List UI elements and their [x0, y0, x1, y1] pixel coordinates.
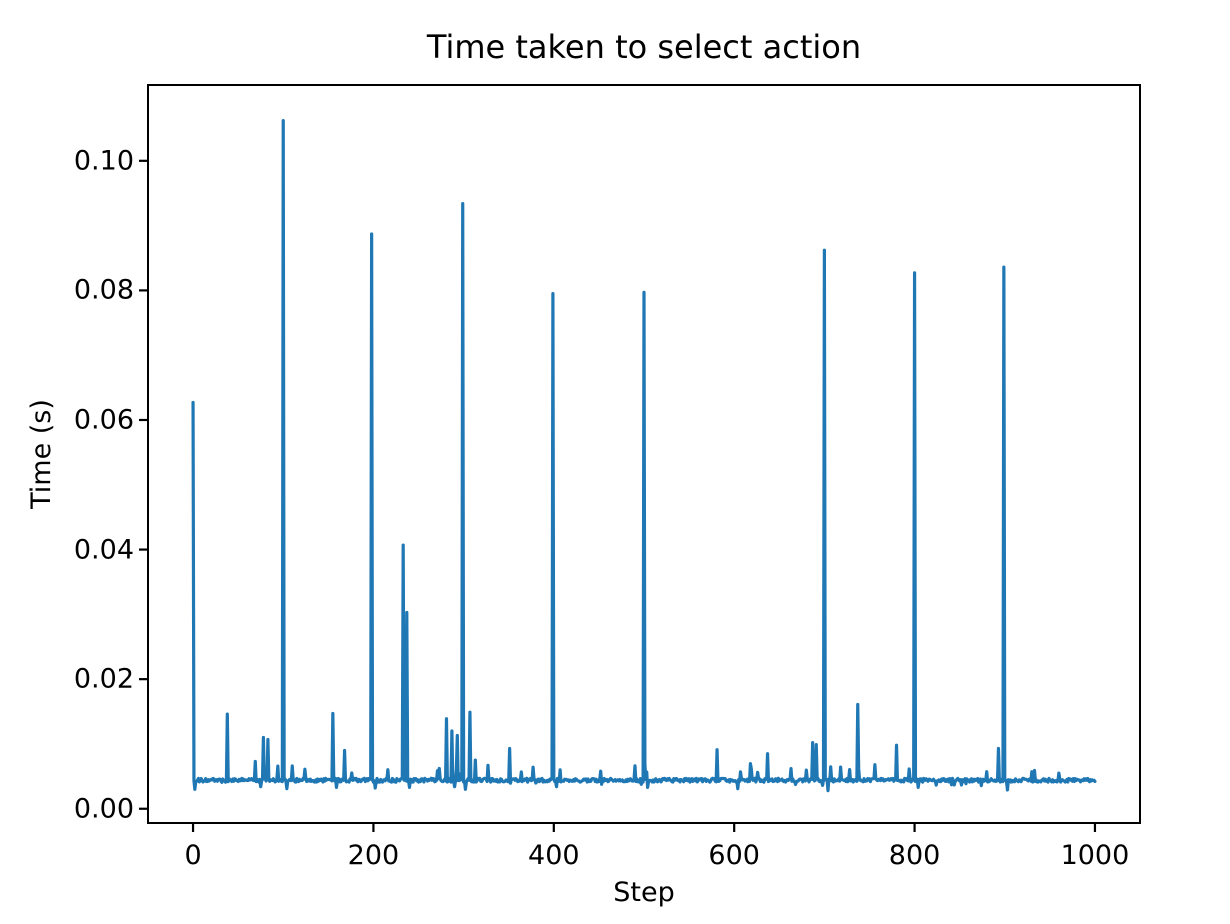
time-series-line — [191, 119, 1097, 793]
y-tick-label: 0.04 — [73, 534, 134, 566]
y-tick-label: 0.08 — [73, 274, 134, 306]
axes-spines — [147, 84, 1141, 824]
y-tick-label: 0.00 — [73, 793, 134, 825]
y-tick-label: 0.02 — [73, 663, 134, 695]
x-tick-label: 1000 — [1060, 840, 1130, 871]
y-axis-label: Time (s) — [26, 399, 58, 509]
y-tick-label: 0.06 — [73, 404, 134, 436]
chart-title: Time taken to select action — [426, 28, 862, 66]
x-tick-label: 200 — [347, 840, 400, 871]
x-axis-label: Step — [613, 877, 675, 908]
x-tick-label: 400 — [528, 840, 580, 871]
y-tick-label: 0.10 — [73, 145, 134, 177]
x-tick-label: 800 — [888, 840, 941, 871]
x-tick-label: 0 — [184, 840, 202, 871]
x-tick-label: 600 — [708, 840, 760, 871]
